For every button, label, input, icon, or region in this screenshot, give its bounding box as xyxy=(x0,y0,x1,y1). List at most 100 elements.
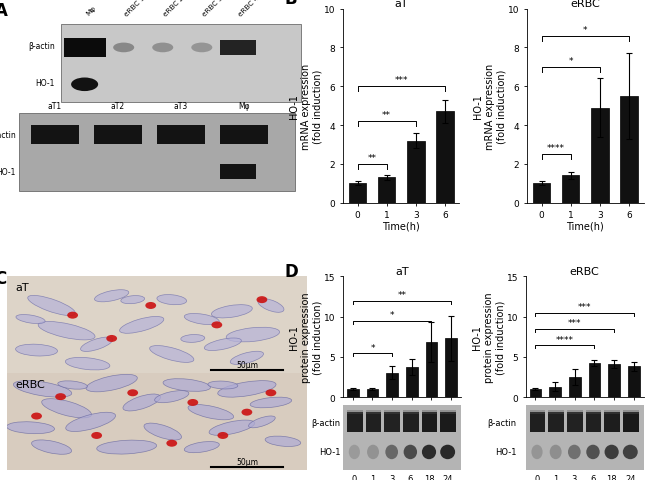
Bar xyxy=(94,126,142,145)
Circle shape xyxy=(187,399,198,406)
Bar xyxy=(347,413,363,432)
Text: ***: *** xyxy=(568,319,582,328)
Ellipse shape xyxy=(163,379,211,392)
Ellipse shape xyxy=(208,381,238,389)
Text: eRBC: eRBC xyxy=(16,379,46,389)
Text: C: C xyxy=(0,269,6,287)
Bar xyxy=(347,389,359,397)
Text: β-actin: β-actin xyxy=(0,131,16,140)
Ellipse shape xyxy=(155,391,189,403)
Circle shape xyxy=(166,440,177,447)
Ellipse shape xyxy=(16,345,57,356)
Text: aT2: aT2 xyxy=(111,101,125,110)
Text: β-actin: β-actin xyxy=(311,418,341,427)
Ellipse shape xyxy=(66,412,116,432)
Circle shape xyxy=(241,409,252,416)
Bar xyxy=(623,413,639,432)
Ellipse shape xyxy=(550,445,562,459)
Bar xyxy=(220,165,256,180)
X-axis label: Time(h): Time(h) xyxy=(566,221,604,231)
Bar xyxy=(586,410,601,415)
Bar xyxy=(591,108,608,203)
Ellipse shape xyxy=(404,445,417,459)
Ellipse shape xyxy=(16,315,45,324)
Text: HO-1: HO-1 xyxy=(35,79,55,88)
Text: 50μm: 50μm xyxy=(236,360,258,369)
Text: 6: 6 xyxy=(408,474,413,480)
Bar xyxy=(220,41,256,56)
Bar xyxy=(588,363,601,397)
Text: Mφ: Mφ xyxy=(238,101,250,110)
Title: eRBC: eRBC xyxy=(569,266,599,276)
Text: *: * xyxy=(390,311,395,320)
Text: eRBC 1: eRBC 1 xyxy=(124,0,146,17)
Ellipse shape xyxy=(586,445,600,459)
Ellipse shape xyxy=(120,317,164,334)
Text: ****: **** xyxy=(547,144,565,153)
Text: B: B xyxy=(285,0,298,8)
Text: ***: *** xyxy=(578,303,592,312)
Title: eRBC: eRBC xyxy=(571,0,600,9)
Bar xyxy=(422,413,437,432)
Text: Mφ: Mφ xyxy=(84,5,97,17)
Bar xyxy=(31,126,79,145)
Ellipse shape xyxy=(440,445,455,459)
Circle shape xyxy=(257,297,267,303)
Ellipse shape xyxy=(58,381,88,389)
Ellipse shape xyxy=(6,422,55,434)
Ellipse shape xyxy=(191,44,213,53)
Bar xyxy=(6,277,307,373)
Bar xyxy=(386,373,398,397)
Text: 1: 1 xyxy=(370,474,376,480)
Ellipse shape xyxy=(250,397,292,408)
Ellipse shape xyxy=(14,381,72,397)
Text: A: A xyxy=(0,2,7,20)
Ellipse shape xyxy=(568,445,580,459)
Ellipse shape xyxy=(258,299,284,312)
Bar xyxy=(548,413,564,432)
Bar xyxy=(440,413,456,432)
Text: D: D xyxy=(284,263,298,280)
Text: eRBC 4: eRBC 4 xyxy=(238,0,261,17)
Text: 0: 0 xyxy=(352,474,357,480)
Bar xyxy=(365,410,382,415)
Circle shape xyxy=(55,393,66,400)
Bar xyxy=(440,410,456,415)
X-axis label: Time(h): Time(h) xyxy=(382,221,420,231)
Y-axis label: HO-1
protein expression
(fold induction): HO-1 protein expression (fold induction) xyxy=(472,292,505,382)
Ellipse shape xyxy=(385,445,398,459)
Text: **: ** xyxy=(397,291,406,300)
Bar xyxy=(403,410,419,415)
Ellipse shape xyxy=(265,436,301,446)
Ellipse shape xyxy=(185,314,219,325)
Ellipse shape xyxy=(86,374,137,392)
Text: aT: aT xyxy=(16,283,29,293)
Bar xyxy=(604,413,620,432)
Ellipse shape xyxy=(188,405,233,420)
Circle shape xyxy=(106,335,117,342)
Text: 0: 0 xyxy=(534,474,540,480)
Bar xyxy=(567,410,582,415)
Ellipse shape xyxy=(623,445,638,459)
Bar xyxy=(533,184,551,203)
Ellipse shape xyxy=(604,445,619,459)
Text: 24: 24 xyxy=(443,474,453,480)
Ellipse shape xyxy=(152,44,174,53)
Ellipse shape xyxy=(422,445,436,459)
Text: β-actin: β-actin xyxy=(487,418,516,427)
Ellipse shape xyxy=(32,440,72,455)
Bar xyxy=(384,410,400,415)
Ellipse shape xyxy=(181,335,205,343)
Title: aT: aT xyxy=(395,266,409,276)
Bar xyxy=(628,367,640,397)
Bar xyxy=(623,410,639,415)
Text: aT1: aT1 xyxy=(47,101,62,110)
Ellipse shape xyxy=(97,440,157,454)
Ellipse shape xyxy=(204,338,241,351)
Text: eRBC 2: eRBC 2 xyxy=(162,0,185,17)
Bar xyxy=(562,176,579,203)
Text: 1: 1 xyxy=(553,474,558,480)
Text: 18: 18 xyxy=(606,474,617,480)
Ellipse shape xyxy=(28,296,75,316)
Text: **: ** xyxy=(382,111,391,120)
